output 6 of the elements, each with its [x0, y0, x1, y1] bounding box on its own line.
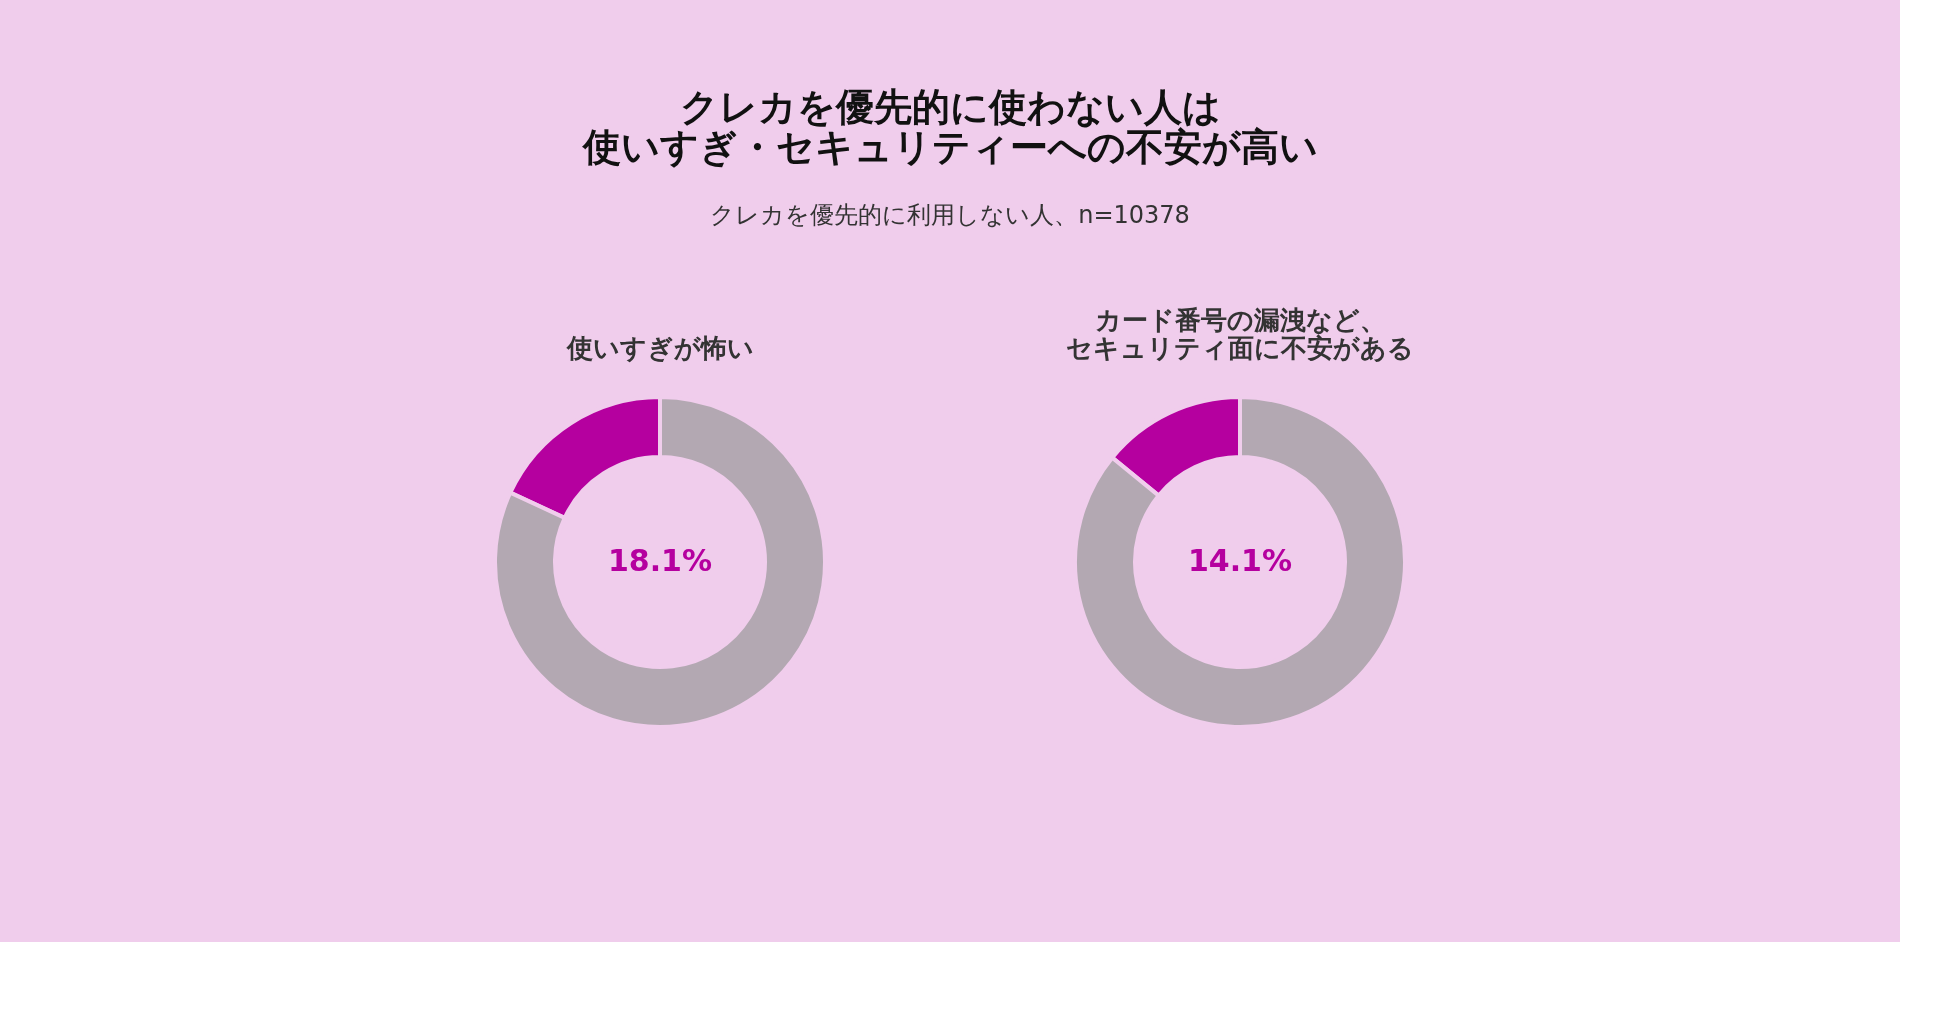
data-label: 14.1% — [1187, 543, 1293, 578]
data-label: 18.1% — [607, 543, 713, 578]
chart-title: カード番号の漏洩など、セキュリティ面に不安がある — [1066, 305, 1414, 363]
text: クレカを優先的に使わない人は使いすぎ・セキュリティーへの不安が高い — [580, 85, 1318, 169]
chart-title: 使いすぎが怖い — [565, 333, 754, 363]
text: クレカを優先的に利用しない人、n=10378 — [710, 201, 1190, 229]
